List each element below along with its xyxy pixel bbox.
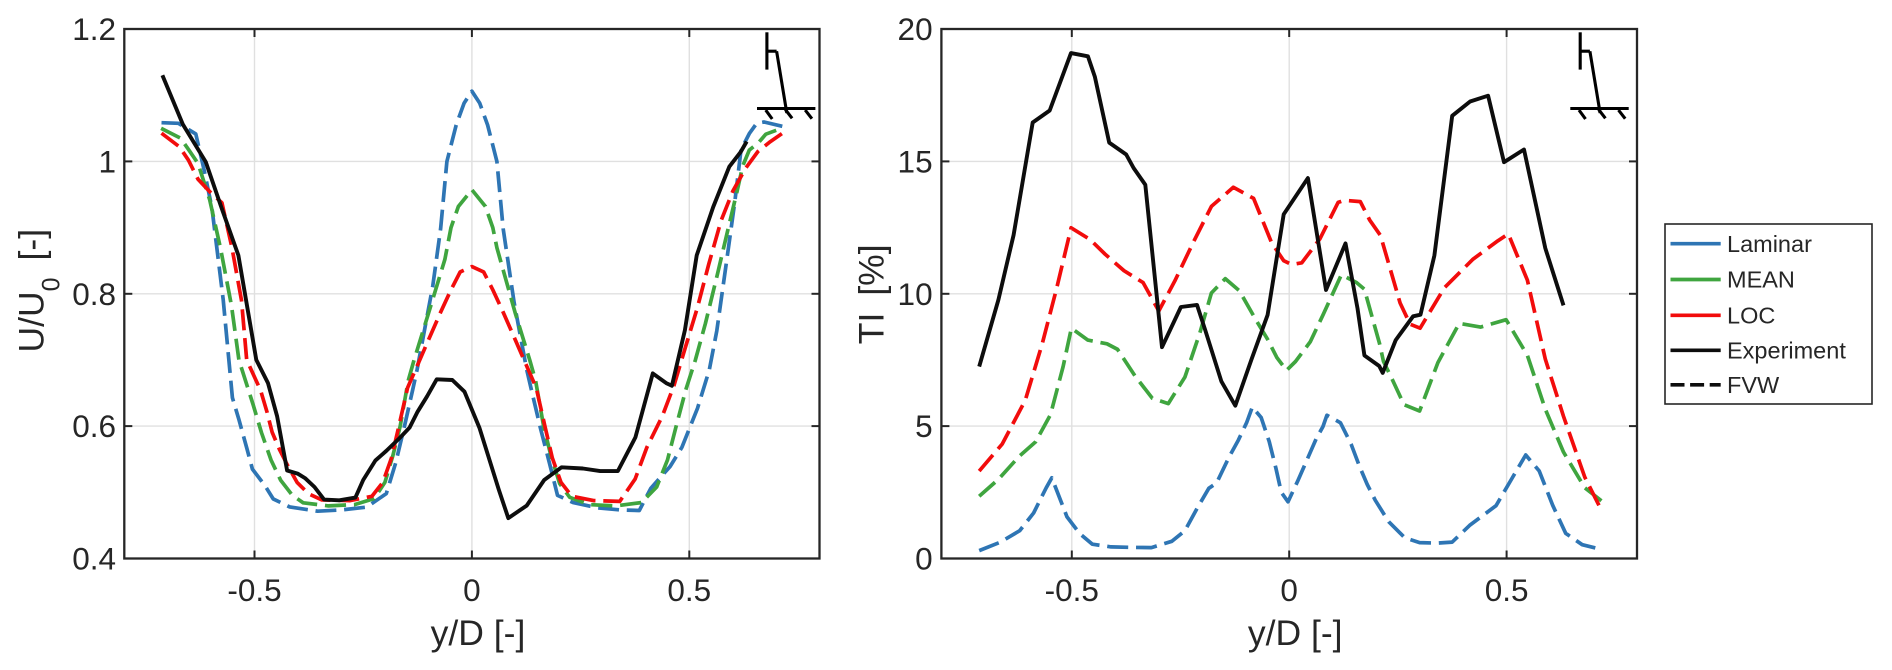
svg-text:0.6: 0.6 [72, 408, 116, 444]
svg-text:0.4: 0.4 [72, 541, 116, 577]
svg-text:0.8: 0.8 [72, 276, 116, 312]
svg-text:MEAN: MEAN [1727, 267, 1795, 293]
svg-text:0: 0 [915, 541, 933, 577]
svg-text:y/D [-]: y/D [-] [431, 613, 526, 653]
svg-text:1: 1 [98, 143, 116, 179]
svg-text:FVW: FVW [1727, 372, 1780, 398]
svg-text:0: 0 [1280, 572, 1298, 608]
svg-text:Experiment: Experiment [1727, 338, 1846, 364]
svg-text:0: 0 [463, 572, 481, 608]
svg-text:0.5: 0.5 [1485, 572, 1529, 608]
svg-text:5: 5 [915, 408, 933, 444]
svg-text:15: 15 [898, 143, 933, 179]
svg-text:1.2: 1.2 [72, 11, 116, 47]
svg-text:20: 20 [898, 11, 933, 47]
svg-text:y/D [-]: y/D [-] [1248, 613, 1343, 653]
svg-text:LOC: LOC [1727, 303, 1775, 329]
svg-text:-0.5: -0.5 [1045, 572, 1099, 608]
svg-text:0.5: 0.5 [667, 572, 711, 608]
svg-text:Laminar: Laminar [1727, 231, 1812, 257]
svg-text:-0.5: -0.5 [227, 572, 281, 608]
svg-text:10: 10 [898, 276, 933, 312]
svg-text:TI [%]: TI [%] [852, 244, 892, 344]
